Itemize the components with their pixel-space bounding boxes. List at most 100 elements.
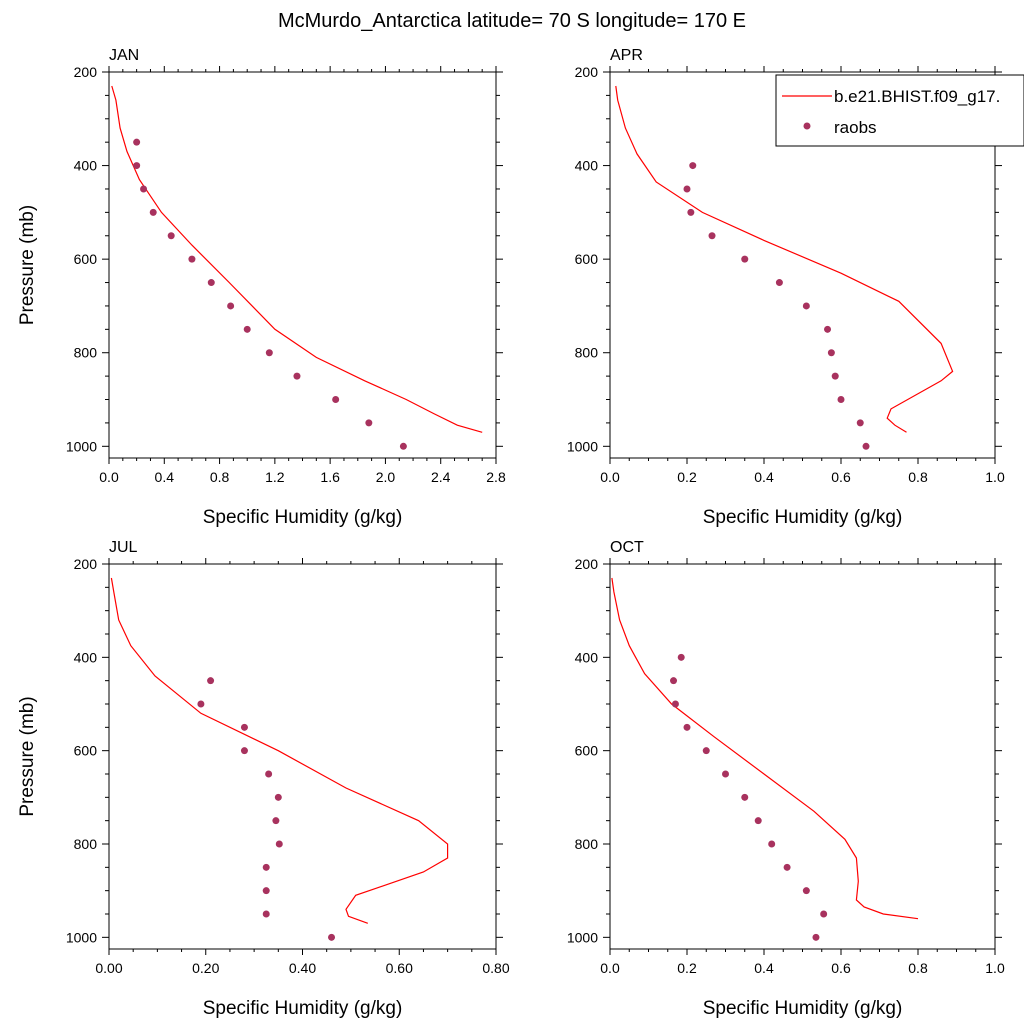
raobs-marker: [197, 700, 205, 708]
y-tick-label: 1000: [567, 929, 598, 945]
raobs-marker: [741, 793, 749, 801]
raobs-marker: [702, 747, 710, 755]
panel-apr: 0.0 0.2 0.4 0.6 0.8 1.0 200 400 600 800 1000 APR Spe…: [567, 47, 1005, 528]
raobs-marker: [332, 396, 340, 404]
plot-frame: [108, 71, 497, 459]
x-tick-label: 0.2: [677, 960, 697, 976]
y-tick-label: 600: [74, 743, 98, 759]
raobs-marker: [227, 302, 235, 310]
y-axis-label: Pressure (mb): [17, 696, 38, 816]
raobs-marker: [775, 279, 783, 287]
x-tick-label: 0.80: [482, 960, 509, 976]
y-tick-label: 400: [74, 158, 98, 174]
raobs-marker: [837, 396, 845, 404]
raobs-marker: [274, 793, 282, 801]
raobs-marker: [783, 863, 791, 871]
raobs-marker: [275, 840, 283, 848]
panel-title: APR: [610, 47, 643, 64]
raobs-marker: [831, 372, 839, 380]
raobs-marker: [328, 933, 336, 941]
plot-frame: [108, 563, 497, 950]
raobs-marker: [149, 208, 157, 216]
raobs-marker: [689, 162, 697, 170]
x-axis-label: Specific Humidity (g/kg): [203, 507, 403, 528]
y-tick-label: 400: [74, 649, 98, 665]
legend-box: [775, 74, 1024, 147]
panel-jul: 0.00 0.20 0.40 0.60 0.80 200 400 600 800 1000 JUL S…: [17, 539, 510, 1019]
y-tick-label: 200: [74, 64, 98, 80]
raobs-marker: [365, 419, 373, 427]
model-series-line: [611, 577, 919, 920]
raobs-marker: [207, 677, 215, 685]
y-tick-label: 1000: [66, 438, 97, 454]
x-axis-label: Specific Humidity (g/kg): [703, 507, 903, 528]
y-axis-label: Pressure (mb): [17, 205, 38, 325]
raobs-marker: [683, 185, 691, 193]
x-tick-label: 0.40: [289, 960, 316, 976]
x-tick-label: 0.2: [677, 469, 697, 485]
model-series-line: [111, 85, 483, 433]
raobs-marker: [240, 747, 248, 755]
raobs-marker: [708, 232, 716, 240]
raobs-marker: [671, 700, 679, 708]
raobs-marker: [265, 770, 273, 778]
raobs-marker: [293, 372, 301, 380]
panel-title: OCT: [610, 539, 644, 556]
y-tick-label: 1000: [567, 438, 598, 454]
x-tick-label: 0.8: [210, 469, 230, 485]
x-tick-label: 1.0: [985, 960, 1005, 976]
raobs-marker: [812, 933, 820, 941]
x-tick-label: 0.20: [192, 960, 219, 976]
y-tick-label: 600: [74, 251, 98, 267]
legend-obs-label: raobs: [834, 118, 877, 137]
y-tick-label: 600: [575, 251, 599, 267]
x-tick-label: 0.8: [908, 469, 928, 485]
model-series-line: [615, 85, 954, 433]
raobs-marker: [265, 349, 273, 357]
figure-title: McMurdo_Antarctica latitude= 70 S longit…: [278, 10, 746, 32]
raobs-marker: [741, 255, 749, 263]
y-tick-label: 1000: [66, 929, 97, 945]
panel-jan: 0.0 0.4 0.8 1.2 1.6 2.0 2.4 2.8 200 400 600 800 1000…: [17, 47, 506, 528]
x-tick-label: 0.6: [831, 960, 851, 976]
y-tick-label: 600: [575, 743, 599, 759]
raobs-marker: [802, 302, 810, 310]
x-tick-label: 0.0: [600, 960, 620, 976]
y-tick-label: 800: [575, 345, 599, 361]
x-tick-label: 0.4: [155, 469, 175, 485]
raobs-marker: [207, 279, 215, 287]
x-tick-label: 1.6: [320, 469, 340, 485]
raobs-marker: [188, 255, 196, 263]
x-tick-label: 2.0: [376, 469, 396, 485]
x-axis-label: Specific Humidity (g/kg): [203, 998, 403, 1019]
raobs-marker: [140, 185, 148, 193]
raobs-marker: [802, 887, 810, 895]
raobs-marker: [399, 442, 407, 450]
x-tick-label: 0.00: [95, 960, 122, 976]
raobs-marker: [677, 653, 685, 661]
panel-title: JAN: [109, 47, 139, 64]
x-tick-label: 0.6: [831, 469, 851, 485]
raobs-marker: [133, 162, 141, 170]
y-tick-label: 800: [74, 345, 98, 361]
raobs-marker: [272, 817, 280, 825]
raobs-marker: [262, 863, 270, 871]
legend: b.e21.BHIST.f09_g17.raobs: [775, 74, 1024, 147]
y-tick-label: 200: [74, 556, 98, 572]
x-tick-label: 0.4: [754, 469, 774, 485]
raobs-marker: [687, 208, 695, 216]
panel-oct: 0.0 0.2 0.4 0.6 0.8 1.0 200 400 600 800 1000 OCT Spe…: [567, 539, 1005, 1019]
raobs-marker: [262, 910, 270, 918]
raobs-marker: [824, 325, 832, 333]
x-tick-label: 0.8: [908, 960, 928, 976]
raobs-marker: [862, 442, 870, 450]
x-tick-label: 2.4: [431, 469, 451, 485]
y-tick-label: 400: [575, 649, 599, 665]
raobs-marker: [240, 723, 248, 731]
raobs-marker: [856, 419, 864, 427]
x-axis-label: Specific Humidity (g/kg): [703, 998, 903, 1019]
raobs-marker: [820, 910, 828, 918]
raobs-marker: [670, 677, 678, 685]
x-tick-label: 0.4: [754, 960, 774, 976]
